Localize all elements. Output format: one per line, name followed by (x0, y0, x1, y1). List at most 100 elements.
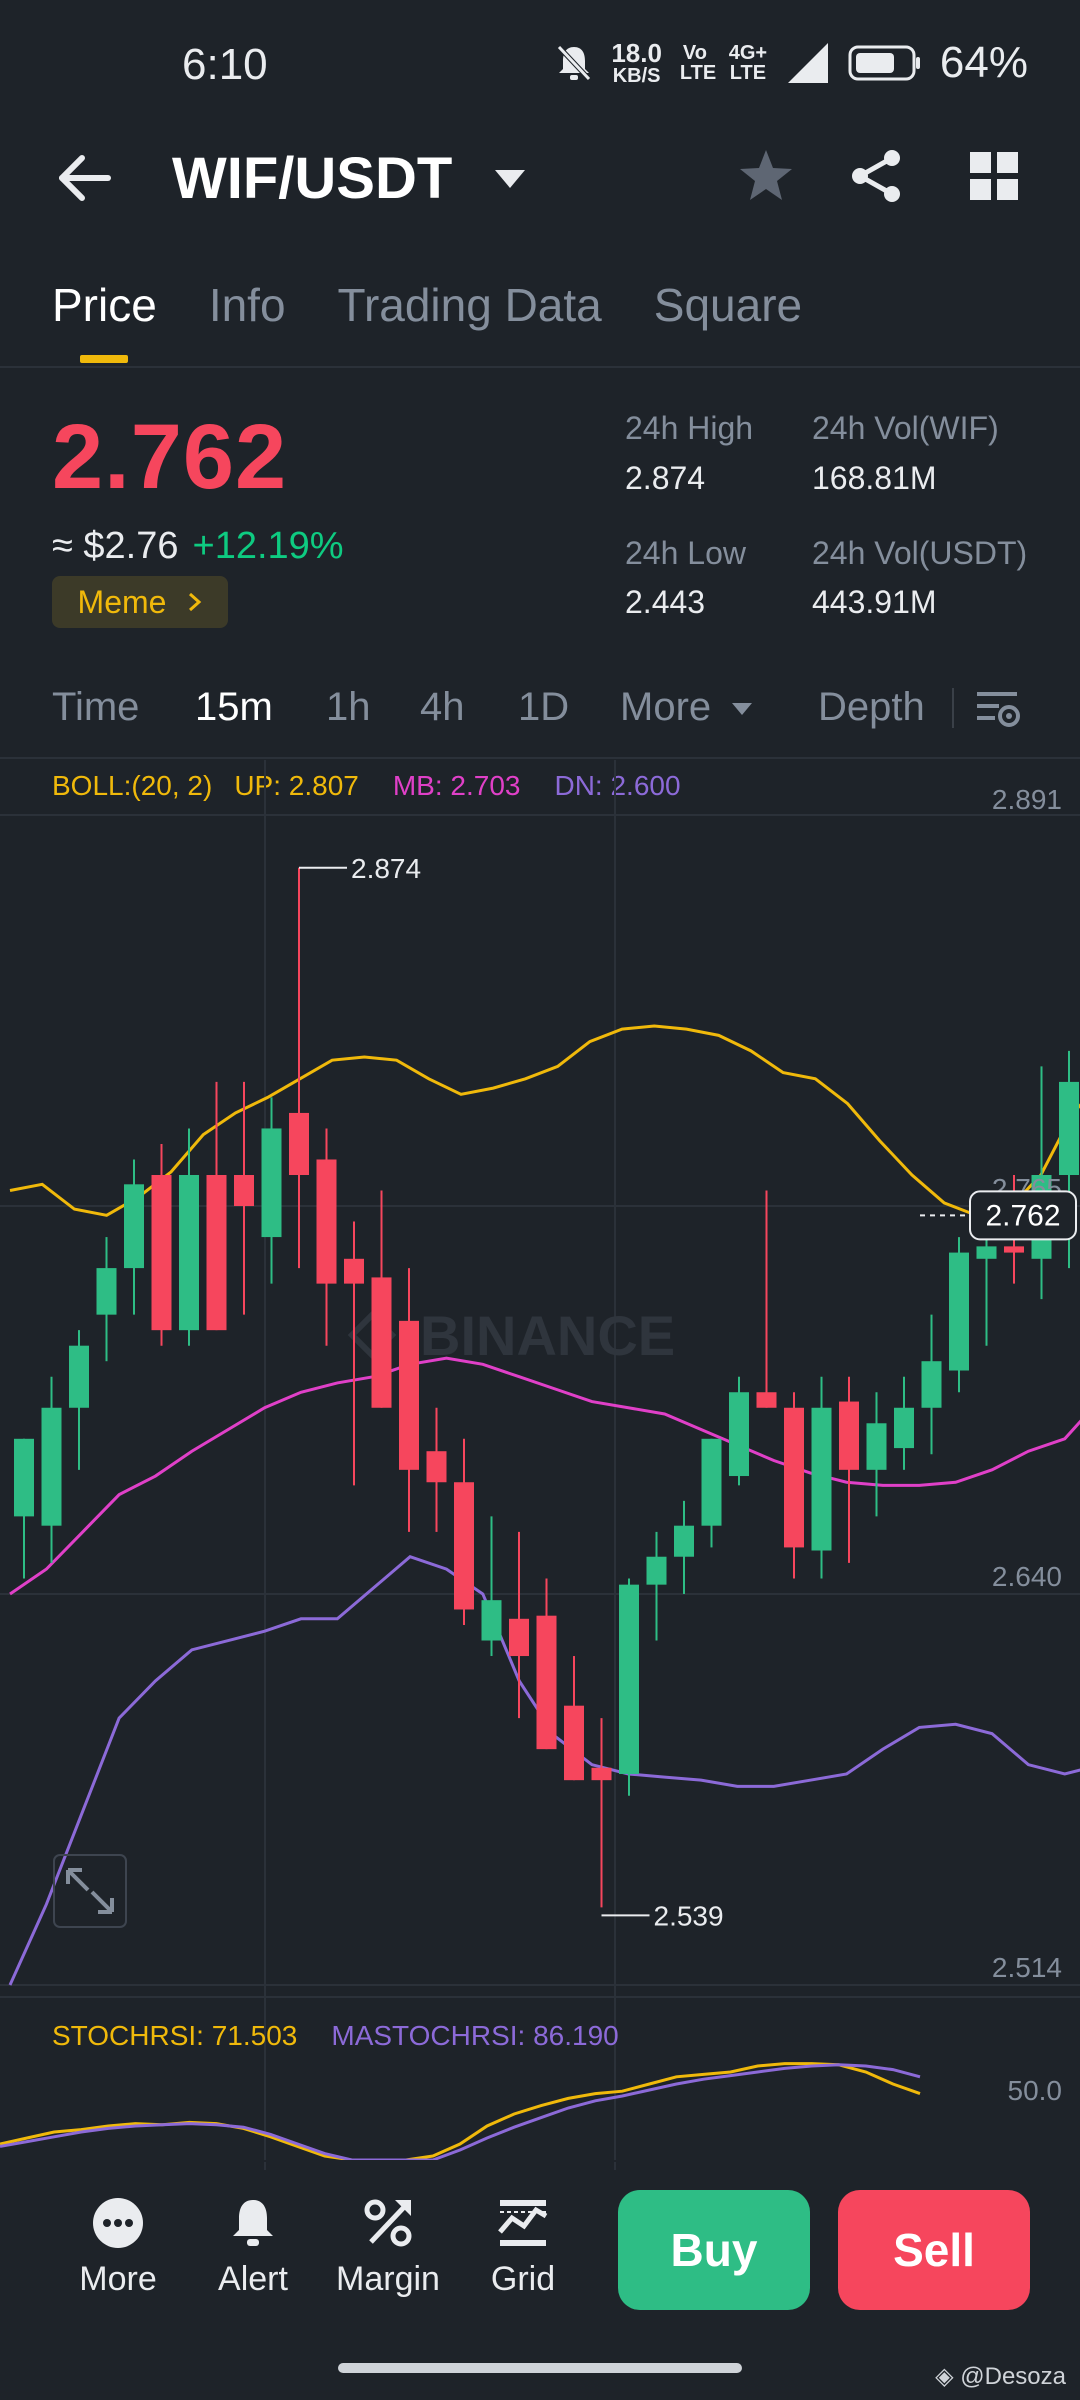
tabs-divider (0, 366, 1080, 368)
tf-1d[interactable]: 1D (518, 685, 570, 729)
stochrsi-line (0, 2062, 921, 2162)
candle-body (921, 1361, 942, 1408)
binance-watermark: BINANCE (420, 1304, 675, 1367)
stochrsi-value: STOCHRSI: 71.503 (52, 2020, 298, 2051)
expand-icon-frame (53, 1854, 127, 1928)
boll-legend: BOLL:(20, 2) UP: 2.807 MB: 2.703 DN: 2.6… (52, 770, 681, 802)
candle-body (399, 1320, 419, 1470)
mute-bell-icon (557, 45, 592, 81)
candle-body (96, 1268, 117, 1315)
tab-info[interactable]: Info (208, 279, 286, 331)
meme-tag-label: Meme (77, 583, 167, 620)
low-marker-label: 2.539 (654, 1900, 724, 1931)
volte-indicator: Vo LTE (679, 42, 717, 84)
candle-body (261, 1128, 282, 1238)
user-tag: ◈ @Desoza (935, 2362, 1066, 2391)
high-value: 2.874 (625, 460, 706, 496)
meme-tag[interactable]: Meme (52, 576, 228, 628)
chevron-down-icon[interactable] (493, 168, 527, 192)
tab-price[interactable]: Price (52, 279, 157, 331)
candle-body (344, 1258, 364, 1284)
candle-body (619, 1584, 639, 1774)
signal-icon (787, 43, 828, 83)
candle-body (646, 1556, 667, 1585)
chevron-right-icon (189, 592, 202, 612)
fiat-price-row: ≈ $2.76 +12.19% (52, 525, 344, 568)
boll-up: UP: 2.807 (234, 770, 359, 801)
candle-body (701, 1438, 722, 1526)
candle-body (151, 1175, 172, 1331)
back-arrow-icon[interactable] (56, 150, 112, 206)
candle-body (289, 1112, 309, 1175)
candle-body (674, 1525, 694, 1557)
tf-1h[interactable]: 1h (326, 685, 371, 729)
boll-mb: MB: 2.703 (392, 770, 521, 801)
axis-label-top: 2.891 (992, 784, 1062, 815)
candle-body (729, 1392, 749, 1477)
status-icons: 18.0 KB/S Vo LTE 4G+ LTE 64% (555, 38, 1028, 88)
candle-body (481, 1600, 502, 1641)
high-marker-label: 2.874 (351, 853, 421, 884)
current-price-box (969, 1190, 1077, 1241)
stoch-axis-label: 50.0 (1008, 2075, 1063, 2106)
tab-square[interactable]: Square (653, 279, 803, 331)
caret-down-icon (732, 703, 753, 716)
nav-alert[interactable]: Alert (198, 2196, 308, 2299)
active-tab-indicator (80, 355, 128, 363)
candle-body (976, 1246, 997, 1259)
candle-body (591, 1767, 612, 1781)
buy-button[interactable]: Buy (618, 2190, 810, 2310)
candle-body (866, 1423, 887, 1470)
nav-grid[interactable]: Grid (468, 2196, 578, 2299)
share-icon[interactable] (848, 148, 904, 204)
grid-menu-icon[interactable] (970, 152, 1018, 200)
boll-upper-line (9, 1024, 1080, 1217)
net-speed: 18.0 KB/S (611, 38, 662, 87)
bell-icon (233, 2200, 273, 2246)
tf-depth[interactable]: Depth (818, 685, 925, 729)
network-indicator: 4G+ LTE (728, 42, 768, 84)
tf-more[interactable]: More (620, 685, 754, 730)
tf-15m[interactable]: 15m (195, 685, 273, 729)
boll-dn: DN: 2.600 (554, 770, 681, 801)
star-icon[interactable] (738, 148, 794, 204)
candle-body (14, 1438, 34, 1517)
sell-button[interactable]: Sell (838, 2190, 1030, 2310)
bottom-nav-divider (0, 2160, 1080, 2162)
home-indicator[interactable] (338, 2363, 742, 2373)
candlestick-chart[interactable]: BINANCE2.8742.5392.8912.7652.6402.5142.7… (0, 760, 1080, 2170)
tab-trading-data[interactable]: Trading Data (337, 279, 602, 331)
nav-more-label: More (79, 2260, 157, 2298)
boll-middle-line (9, 1356, 1080, 1596)
battery-percent: 64% (939, 38, 1028, 87)
candle-body (536, 1615, 557, 1750)
page-tabs: Price Info Trading Data Square (52, 278, 802, 332)
candle-body (124, 1184, 144, 1269)
nav-margin-label: Margin (336, 2260, 440, 2298)
nav-more[interactable]: More (63, 2196, 173, 2299)
candle-body (1004, 1246, 1024, 1253)
tf-4h[interactable]: 4h (420, 685, 465, 729)
margin-percent-icon (364, 2199, 412, 2247)
nav-alert-label: Alert (218, 2260, 288, 2298)
chart-settings-icon[interactable] (975, 688, 1021, 730)
candle-body (206, 1175, 227, 1331)
last-price: 2.762 (52, 406, 288, 508)
chart-top-divider (0, 757, 1080, 759)
candle-body (69, 1345, 89, 1408)
candle-body (234, 1175, 254, 1207)
battery-icon (848, 45, 920, 81)
vol-quote-value: 443.91M (812, 584, 937, 620)
user-tag-label: @Desoza (960, 2363, 1066, 2390)
candle-body (41, 1407, 62, 1526)
tf-more-label: More (620, 685, 712, 729)
axis-label-bottom: 2.514 (992, 1952, 1062, 1983)
nav-margin[interactable]: Margin (333, 2196, 443, 2299)
status-time: 6:10 (182, 40, 268, 89)
pair-title[interactable]: WIF/USDT (172, 146, 453, 211)
grid-trading-icon (498, 2200, 548, 2246)
tf-time[interactable]: Time (52, 685, 140, 729)
expand-icon (66, 1868, 114, 1914)
mastochrsi-line (0, 2063, 921, 2162)
more-dots-icon (93, 2198, 143, 2248)
